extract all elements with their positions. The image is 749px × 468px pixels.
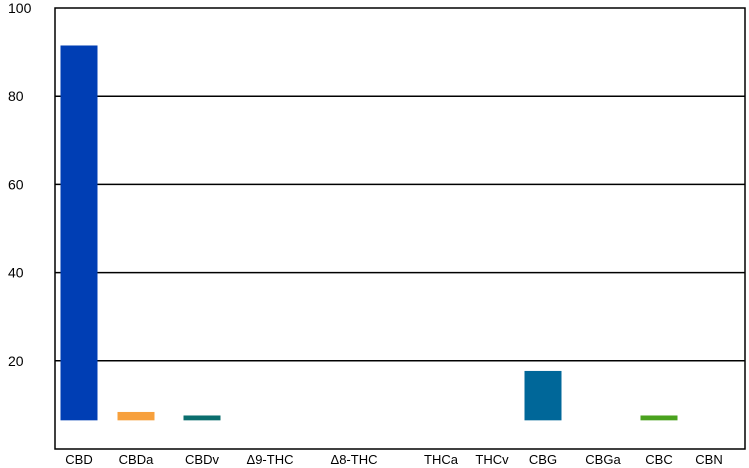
x-tick-label: THCa	[424, 452, 459, 467]
x-tick-label: CBDa	[119, 452, 154, 467]
x-tick-label: CBN	[695, 452, 722, 467]
x-tick-label: Δ9-THC	[247, 452, 294, 467]
x-tick-label: CBDv	[185, 452, 219, 467]
x-tick-label: CBC	[645, 452, 672, 467]
gridlines	[55, 95, 745, 362]
y-tick-label: 40	[8, 265, 24, 281]
y-tick-label: 100	[8, 0, 32, 16]
x-tick-label: CBG	[529, 452, 557, 467]
y-tick-label: 20	[8, 353, 24, 369]
bar-CBC	[640, 415, 678, 421]
x-tick-label: CBGa	[585, 452, 621, 467]
bar-CBG	[524, 370, 562, 421]
bar-CBDv	[183, 415, 221, 421]
x-tick-labels: CBD CBDa CBDv Δ9-THC Δ8-THC THCa THCv CBG CBGa CB…	[65, 452, 722, 467]
bar-CBD	[60, 45, 98, 421]
y-tick-label: 60	[8, 176, 24, 192]
plot-area	[54, 7, 746, 450]
y-tick-labels: 20 40 60 80 100	[8, 0, 32, 369]
x-tick-label: CBD	[65, 452, 92, 467]
bar-CBDa	[117, 411, 155, 421]
y-tick-label: 80	[8, 88, 24, 104]
x-tick-label: Δ8-THC	[331, 452, 378, 467]
bars	[60, 45, 678, 421]
x-tick-label: THCv	[475, 452, 509, 467]
